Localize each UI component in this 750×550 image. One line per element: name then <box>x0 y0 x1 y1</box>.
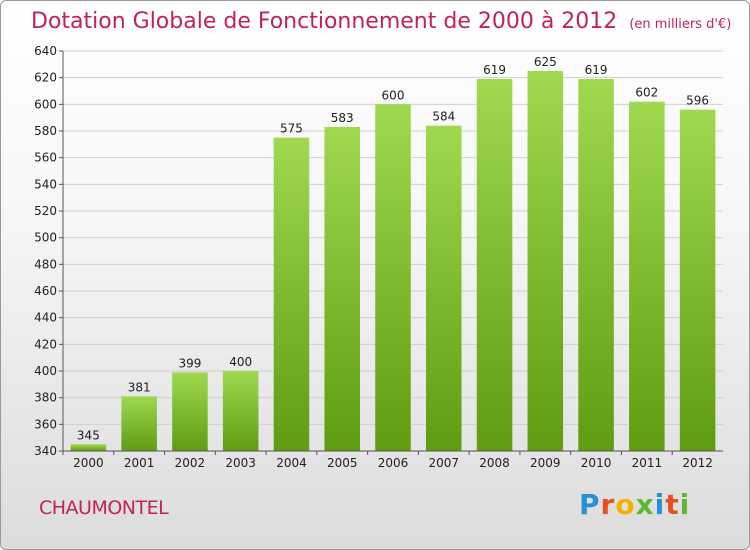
x-tick-label: 2002 <box>175 456 206 470</box>
x-tick-label: 2001 <box>124 456 155 470</box>
y-tick-label: 480 <box>34 257 57 271</box>
bar-value-label: 596 <box>686 94 709 108</box>
logo-letter: i <box>679 488 691 521</box>
y-tick-label: 500 <box>34 231 57 245</box>
y-axis: 340 360 380 400 420 440 460 480 500 520 540 560 580 6… <box>34 44 64 458</box>
bar <box>70 444 107 451</box>
bar-value-label: 619 <box>483 63 506 77</box>
bar <box>679 109 716 452</box>
x-tick-label: 2010 <box>581 456 612 470</box>
chart-title: Dotation Globale de Fonctionnement de 20… <box>31 9 731 34</box>
y-tick-label: 460 <box>34 284 57 298</box>
y-tick-label: 420 <box>34 337 57 351</box>
proxiti-logo: Proxiti <box>579 488 690 521</box>
logo-letter: x <box>635 488 655 521</box>
bar <box>476 79 513 451</box>
logo-letter: r <box>600 488 616 521</box>
bar-value-label: 584 <box>432 110 455 124</box>
x-tick-label: 2006 <box>378 456 409 470</box>
logo-letter: i <box>654 488 666 521</box>
bar <box>578 79 614 451</box>
x-axis: 2000 2001 2002 2003 2004 2005 2006 2007 2008 2009… <box>62 450 723 470</box>
y-tick-label: 520 <box>34 204 57 218</box>
x-tick-label: 2008 <box>479 456 510 470</box>
bar <box>527 71 564 451</box>
y-tick-label: 600 <box>34 97 57 111</box>
x-tick-label: 2011 <box>632 456 663 470</box>
x-tick-label: 2012 <box>682 456 713 470</box>
y-tick-label: 340 <box>34 444 57 458</box>
bar <box>629 101 665 452</box>
x-tick-label: 2007 <box>428 456 459 470</box>
bar-value-label: 602 <box>635 86 658 100</box>
y-tick-label: 360 <box>34 417 57 431</box>
logo-letter: t <box>665 488 680 521</box>
bar-value-label: 619 <box>585 63 608 77</box>
bar <box>121 396 157 451</box>
y-tick-label: 620 <box>34 71 57 85</box>
bar-value-label: 600 <box>382 88 405 102</box>
y-tick-label: 540 <box>34 177 57 191</box>
bar-value-label: 575 <box>280 122 303 136</box>
y-tick-label: 560 <box>34 151 57 165</box>
bars: 345 381 399 400 575 583 600 584 619 625 619 602 596 <box>70 55 716 452</box>
y-tick-label: 400 <box>34 364 57 378</box>
y-tick-label: 380 <box>34 391 57 405</box>
bar <box>426 125 462 452</box>
logo-letter: o <box>615 488 636 521</box>
x-tick-label: 2009 <box>530 456 561 470</box>
x-tick-label: 2003 <box>225 456 256 470</box>
bar <box>172 372 208 451</box>
bar-value-label: 399 <box>178 356 201 370</box>
y-tick-label: 580 <box>34 124 57 138</box>
bar-value-label: 625 <box>534 55 557 69</box>
chart-title-text: Dotation Globale de Fonctionnement de 20… <box>31 9 618 34</box>
logo-letter: P <box>579 488 601 521</box>
bar <box>375 104 411 451</box>
bar <box>324 127 360 451</box>
bar <box>222 371 259 451</box>
y-tick-label: 640 <box>34 44 57 58</box>
bar-value-label: 400 <box>229 355 252 369</box>
x-tick-label: 2000 <box>73 456 104 470</box>
y-tick-label: 440 <box>34 311 57 325</box>
bar-value-label: 345 <box>77 428 100 442</box>
bar <box>273 137 310 451</box>
commune-name: CHAUMONTEL <box>39 497 169 519</box>
x-tick-label: 2005 <box>327 456 358 470</box>
bar-value-label: 583 <box>331 111 354 125</box>
chart-unit: (en milliers d'€) <box>629 17 732 32</box>
bar-value-label: 381 <box>128 380 151 394</box>
x-tick-label: 2004 <box>276 456 307 470</box>
